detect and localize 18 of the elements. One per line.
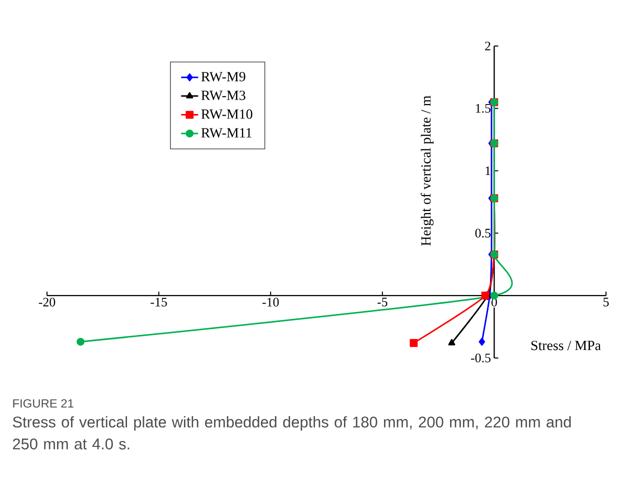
y-tick-label: 1.5 (476, 104, 490, 113)
legend-label: RW-M11 (201, 128, 252, 138)
x-tick-label: -10 (262, 298, 279, 307)
legend-label: RW-M10 (201, 109, 252, 119)
text: Stress of vertical plate with embedded depths of 180 mm, 200 mm, 220 mm and 250 mm at 4.0 s. (12, 416, 571, 450)
legend-label: RW-M3 (201, 90, 246, 100)
y-tick-label: 0.5 (475, 228, 490, 238)
x-tick-label: -5 (378, 298, 388, 306)
x-tick-label: 5 (604, 298, 609, 306)
y-tick-label: 2 (485, 42, 490, 50)
x-tick-label: -20 (38, 298, 56, 307)
y-tick-label: -0.5 (470, 354, 490, 362)
y-axis-title: Height of vertical plate / m (420, 96, 434, 246)
y-tick-label: 1 (486, 166, 490, 176)
x-tick-label: -15 (150, 298, 167, 306)
x-axis-title: Stress / MPa (531, 340, 601, 350)
legend-label: RW-M9 (201, 72, 246, 82)
caption: FIGURE 21 (13, 399, 74, 408)
